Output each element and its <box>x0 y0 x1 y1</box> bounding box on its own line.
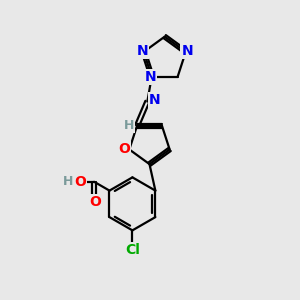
Text: O: O <box>118 142 130 157</box>
Text: N: N <box>149 93 161 107</box>
Text: O: O <box>89 195 101 209</box>
Text: N: N <box>182 44 193 58</box>
Text: N: N <box>136 44 148 58</box>
Text: H: H <box>63 175 74 188</box>
Text: Cl: Cl <box>125 243 140 257</box>
Text: H: H <box>124 119 134 132</box>
Text: N: N <box>145 70 156 84</box>
Text: O: O <box>74 175 86 189</box>
